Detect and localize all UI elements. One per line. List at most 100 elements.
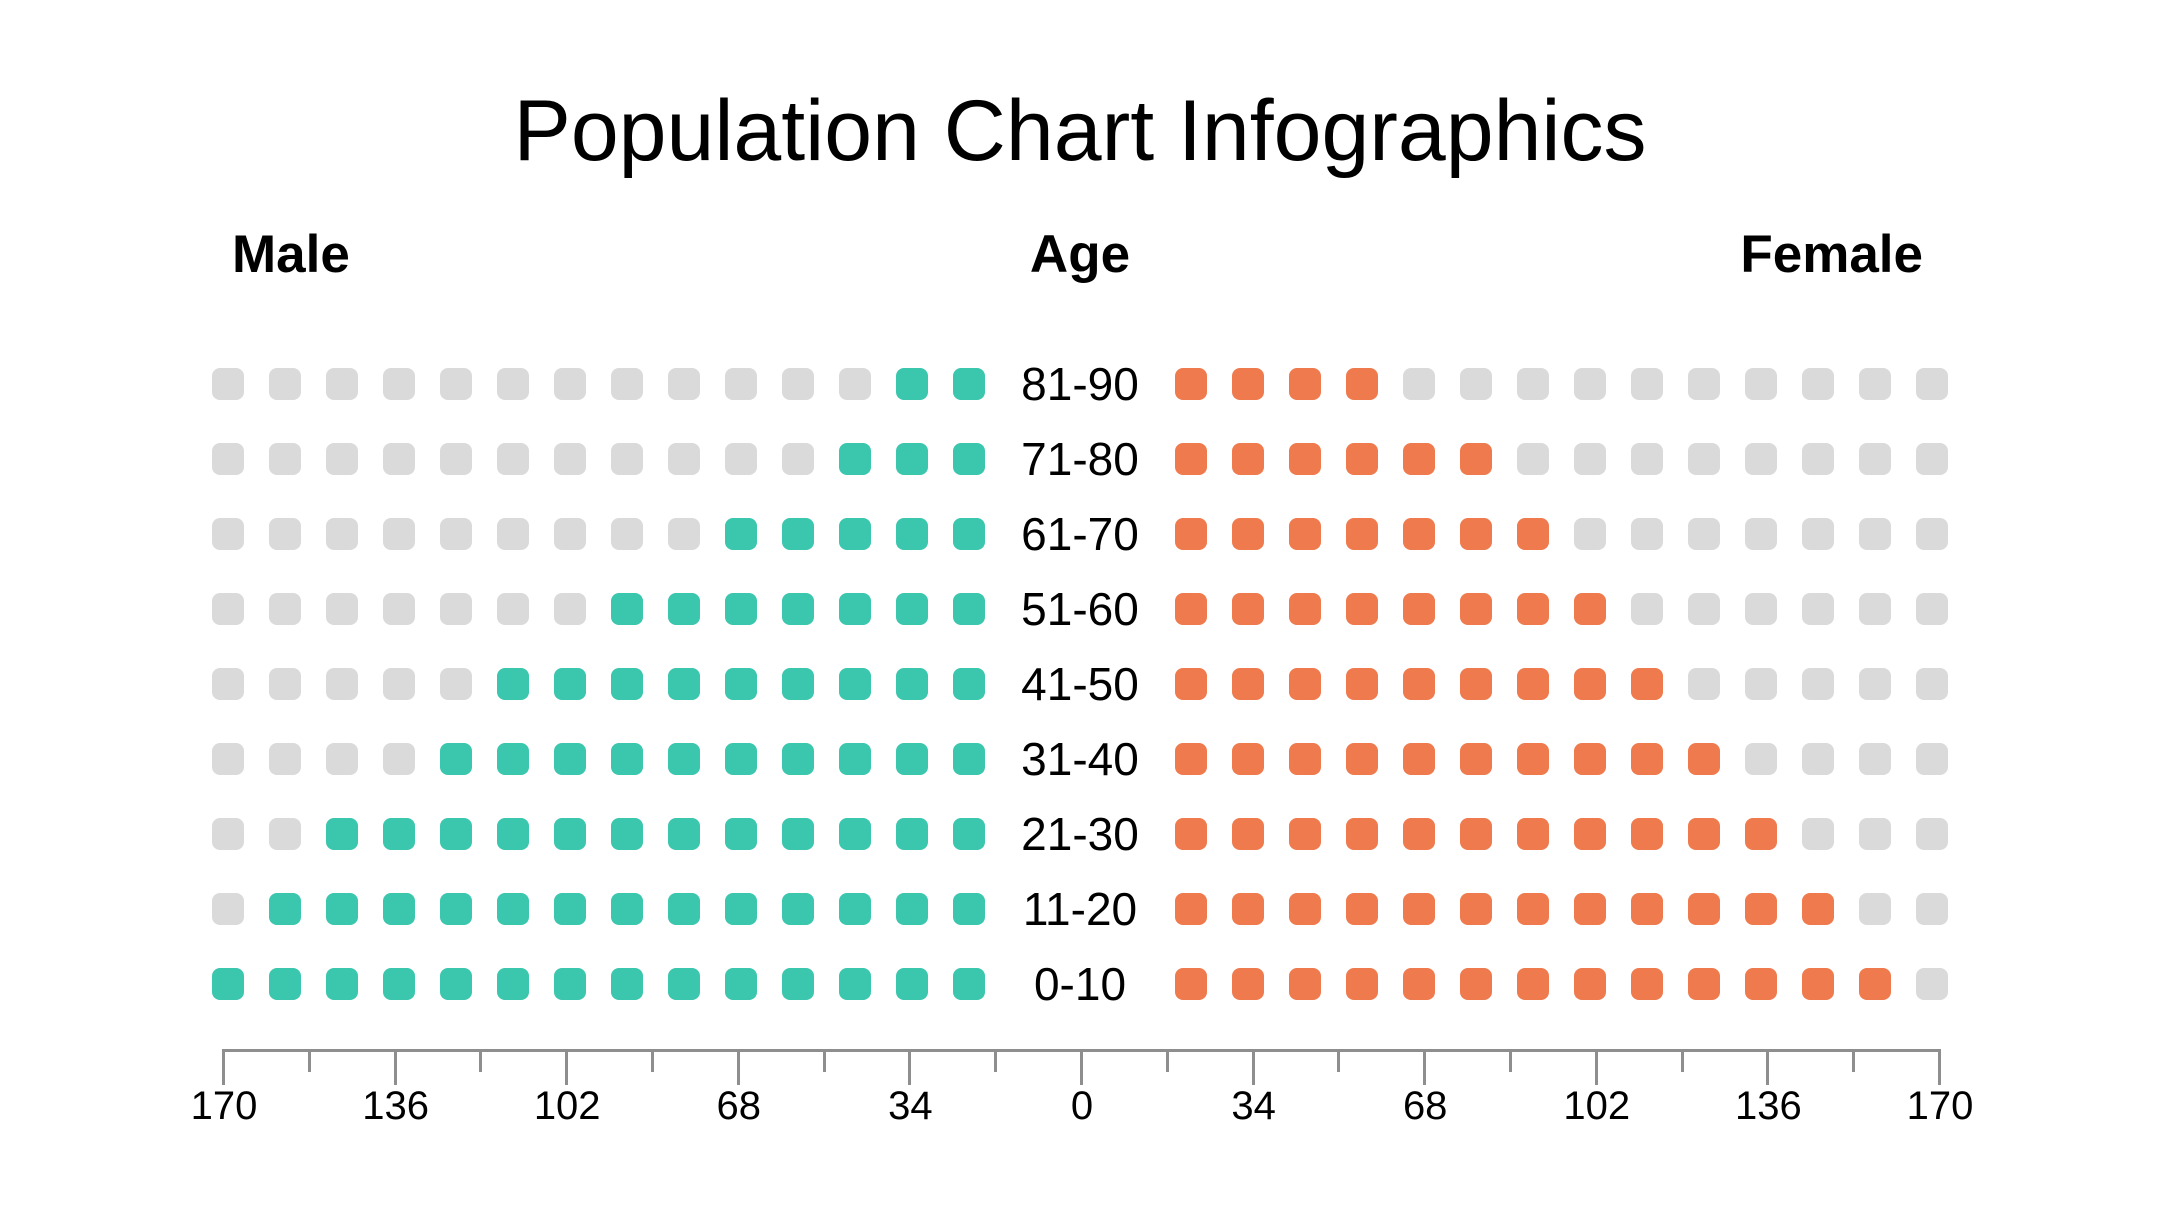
female-square bbox=[1232, 368, 1264, 400]
female-square bbox=[1631, 893, 1663, 925]
female-square bbox=[1175, 818, 1207, 850]
male-square bbox=[782, 593, 814, 625]
empty-square bbox=[1916, 518, 1948, 550]
male-square bbox=[668, 893, 700, 925]
female-square bbox=[1346, 443, 1378, 475]
male-square bbox=[725, 818, 757, 850]
empty-square bbox=[1403, 368, 1435, 400]
axis-minor-tick bbox=[1509, 1052, 1512, 1072]
male-square bbox=[611, 668, 643, 700]
empty-square bbox=[1859, 818, 1891, 850]
empty-square bbox=[1859, 593, 1891, 625]
empty-square bbox=[1688, 443, 1720, 475]
axis-major-tick bbox=[1594, 1052, 1598, 1085]
female-square bbox=[1859, 968, 1891, 1000]
female-square bbox=[1289, 368, 1321, 400]
male-square bbox=[782, 518, 814, 550]
female-square bbox=[1631, 743, 1663, 775]
male-square bbox=[953, 818, 985, 850]
age-row-label: 71-80 bbox=[1021, 433, 1139, 485]
empty-square bbox=[1916, 443, 1948, 475]
female-square bbox=[1232, 743, 1264, 775]
female-square bbox=[1802, 893, 1834, 925]
male-square bbox=[440, 893, 472, 925]
male-square-block bbox=[212, 518, 985, 550]
male-square bbox=[497, 668, 529, 700]
male-square bbox=[554, 668, 586, 700]
age-row-label: 0-10 bbox=[1033, 958, 1127, 1010]
female-square bbox=[1460, 818, 1492, 850]
empty-square bbox=[839, 368, 871, 400]
empty-square bbox=[782, 368, 814, 400]
empty-square bbox=[440, 443, 472, 475]
empty-square bbox=[212, 593, 244, 625]
female-square bbox=[1460, 593, 1492, 625]
male-square bbox=[383, 818, 415, 850]
axis-major-tick bbox=[1251, 1052, 1255, 1085]
empty-square bbox=[611, 368, 643, 400]
female-square bbox=[1175, 593, 1207, 625]
male-square-block bbox=[212, 968, 985, 1000]
male-square bbox=[269, 893, 301, 925]
empty-square bbox=[554, 518, 586, 550]
age-row: 61-70 bbox=[0, 511, 2160, 557]
empty-square bbox=[212, 743, 244, 775]
female-square bbox=[1403, 518, 1435, 550]
axis-tick-label: 34 bbox=[1231, 1084, 1276, 1128]
empty-square bbox=[1745, 743, 1777, 775]
male-square bbox=[725, 968, 757, 1000]
female-square bbox=[1460, 743, 1492, 775]
male-square bbox=[326, 893, 358, 925]
female-square bbox=[1175, 443, 1207, 475]
female-square bbox=[1175, 668, 1207, 700]
male-square bbox=[953, 968, 985, 1000]
empty-square bbox=[1574, 518, 1606, 550]
empty-square bbox=[1745, 593, 1777, 625]
male-square-block bbox=[212, 668, 985, 700]
female-square bbox=[1574, 893, 1606, 925]
male-square bbox=[497, 818, 529, 850]
male-square bbox=[668, 968, 700, 1000]
empty-square bbox=[1517, 443, 1549, 475]
axis-major-tick bbox=[1423, 1052, 1427, 1085]
axis-minor-tick bbox=[1337, 1052, 1341, 1072]
empty-square bbox=[326, 443, 358, 475]
axis-major-tick bbox=[908, 1052, 912, 1085]
male-square bbox=[668, 743, 700, 775]
female-square bbox=[1631, 818, 1663, 850]
female-square bbox=[1289, 818, 1321, 850]
empty-square bbox=[440, 518, 472, 550]
male-square bbox=[896, 368, 928, 400]
age-row: 81-90 bbox=[0, 361, 2160, 407]
empty-square bbox=[1859, 518, 1891, 550]
empty-square bbox=[1745, 368, 1777, 400]
empty-square bbox=[1802, 518, 1834, 550]
age-row: 0-10 bbox=[0, 961, 2160, 1007]
female-square bbox=[1574, 593, 1606, 625]
female-square bbox=[1403, 893, 1435, 925]
empty-square bbox=[668, 368, 700, 400]
female-square bbox=[1403, 443, 1435, 475]
empty-square bbox=[1802, 743, 1834, 775]
male-square bbox=[611, 743, 643, 775]
empty-square bbox=[326, 368, 358, 400]
empty-square bbox=[782, 443, 814, 475]
empty-square bbox=[1574, 368, 1606, 400]
male-square bbox=[611, 593, 643, 625]
male-square bbox=[896, 443, 928, 475]
empty-square bbox=[212, 668, 244, 700]
female-square bbox=[1289, 968, 1321, 1000]
age-row: 21-30 bbox=[0, 811, 2160, 857]
female-square bbox=[1232, 593, 1264, 625]
empty-square bbox=[1802, 818, 1834, 850]
female-square bbox=[1517, 593, 1549, 625]
female-square-block bbox=[1175, 818, 1948, 850]
axis-major-tick bbox=[1080, 1052, 1083, 1085]
female-square bbox=[1346, 893, 1378, 925]
male-square bbox=[497, 893, 529, 925]
male-square bbox=[440, 968, 472, 1000]
age-row: 11-20 bbox=[0, 886, 2160, 932]
age-row-label: 51-60 bbox=[1021, 583, 1139, 635]
empty-square bbox=[668, 518, 700, 550]
chart-title: Population Chart Infographics bbox=[513, 83, 1647, 179]
